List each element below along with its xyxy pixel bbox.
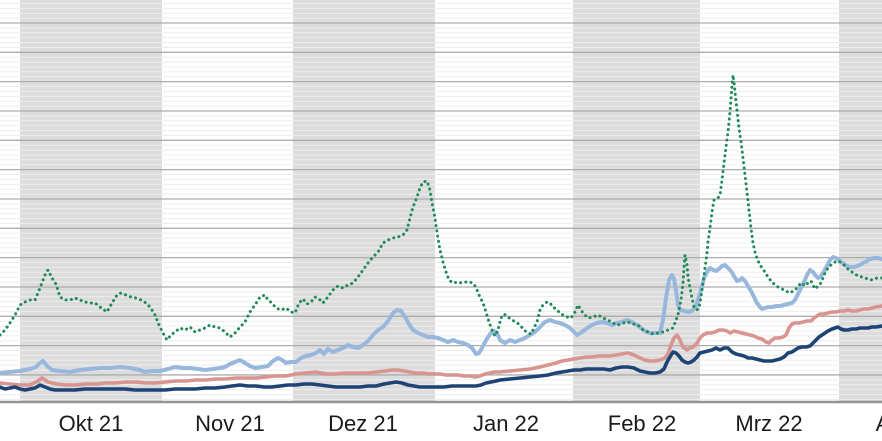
series-pink-line [0, 304, 882, 387]
x-axis-label: Nov 21 [195, 411, 265, 436]
month-band [20, 0, 162, 402]
x-axis-label: Jan 22 [473, 411, 539, 436]
x-axis-label: Mrz 22 [735, 411, 802, 436]
x-axis-label: Apr 22 [876, 411, 882, 436]
month-band [839, 0, 882, 402]
series-lightblue-line [0, 255, 882, 375]
series-navy-line [0, 324, 882, 392]
x-axis-label: Dez 21 [328, 411, 398, 436]
x-axis-label: Okt 21 [59, 411, 124, 436]
series-green-dotted [0, 73, 882, 342]
x-axis-label: Feb 22 [608, 411, 677, 436]
